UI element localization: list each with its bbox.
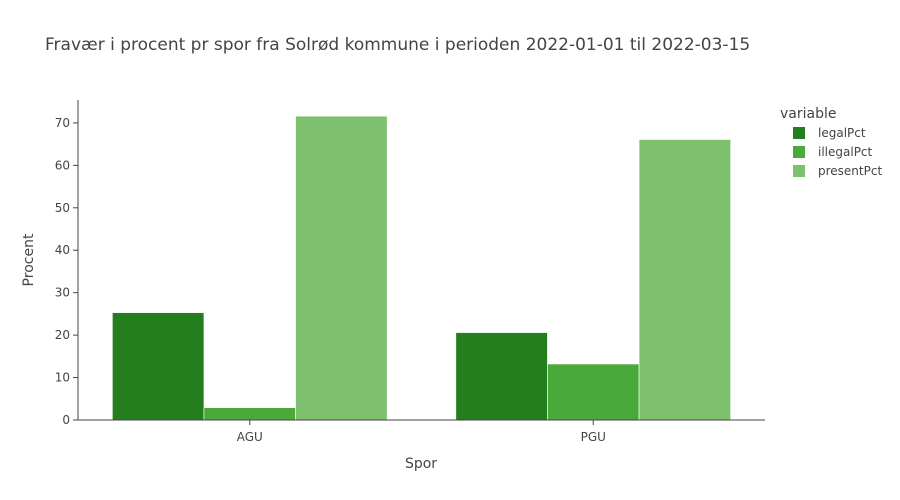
- legend-label-legalPct[interactable]: legalPct: [818, 126, 866, 140]
- x-tick-label: AGU: [237, 430, 263, 444]
- bar-presentPct-PGU[interactable]: [638, 139, 731, 421]
- legend-title: variable: [780, 106, 836, 122]
- bar-presentPct-AGU[interactable]: [295, 115, 388, 421]
- legend-label-illegalPct[interactable]: illegalPct: [818, 145, 873, 159]
- bar-legalPct-AGU[interactable]: [112, 312, 205, 421]
- legend-swatch-presentPct[interactable]: [793, 165, 805, 177]
- y-tick-label: 0: [62, 413, 70, 427]
- legend-swatch-illegalPct[interactable]: [793, 146, 805, 158]
- bar-legalPct-PGU[interactable]: [455, 332, 548, 421]
- legend-swatch-legalPct[interactable]: [793, 127, 805, 139]
- bar-illegalPct-AGU[interactable]: [203, 407, 296, 421]
- y-tick-label: 70: [55, 116, 70, 130]
- x-axis-title: Spor: [405, 456, 437, 472]
- y-tick-label: 10: [55, 371, 70, 385]
- chart-title: Fravær i procent pr spor fra Solrød komm…: [45, 35, 750, 55]
- y-tick-label: 60: [55, 158, 70, 172]
- y-axis-title: Procent: [21, 233, 37, 286]
- y-tick-label: 20: [55, 328, 70, 342]
- y-tick-label: 40: [55, 243, 70, 257]
- legend-label-presentPct[interactable]: presentPct: [818, 164, 882, 178]
- y-tick-label: 50: [55, 201, 70, 215]
- legend: variable legalPct illegalPct presentPct: [780, 106, 882, 178]
- bar-illegalPct-PGU[interactable]: [547, 363, 640, 421]
- x-tick-label: PGU: [581, 430, 606, 444]
- y-tick-label: 30: [55, 286, 70, 300]
